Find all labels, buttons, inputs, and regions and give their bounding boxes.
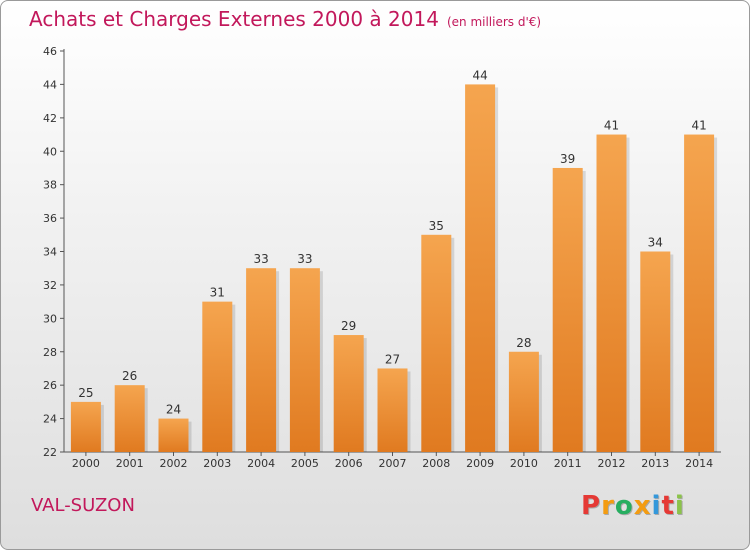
x-tick-label: 2005 [291, 457, 319, 470]
logo-letter: o [614, 491, 634, 521]
logo-letter: t [661, 491, 675, 521]
y-tick-label: 24 [43, 413, 57, 426]
y-tick-label: 42 [43, 112, 57, 125]
x-tick-label: 2004 [247, 457, 275, 470]
bar [158, 418, 189, 452]
bar [246, 268, 277, 452]
x-tick-label: 2007 [379, 457, 407, 470]
x-tick-label: 2002 [160, 457, 188, 470]
data-label: 33 [297, 252, 312, 266]
x-tick-label: 2008 [422, 457, 450, 470]
bar [70, 401, 101, 452]
bar [421, 234, 452, 452]
x-tick-label: 2000 [72, 457, 100, 470]
logo-letter: i [674, 491, 685, 521]
bar [289, 268, 320, 452]
y-tick-label: 40 [43, 145, 57, 158]
logo-letter: x [633, 491, 652, 521]
y-tick-label: 38 [43, 179, 57, 192]
data-label: 41 [604, 119, 619, 133]
bar [202, 301, 233, 452]
logo-letter: P [581, 491, 602, 521]
data-label: 29 [341, 319, 356, 333]
x-tick-label: 2013 [641, 457, 669, 470]
bar [114, 385, 145, 452]
y-tick-label: 30 [43, 312, 57, 325]
x-tick-label: 2001 [116, 457, 144, 470]
commune-name: VAL-SUZON [31, 495, 135, 516]
y-tick-label: 22 [43, 446, 57, 459]
data-label: 35 [429, 219, 444, 233]
chart-title: Achats et Charges Externes 2000 à 2014 (e… [29, 7, 541, 31]
bar [684, 134, 715, 452]
x-tick-label: 2011 [554, 457, 582, 470]
y-tick-label: 34 [43, 246, 57, 259]
data-label: 41 [691, 119, 706, 133]
data-label: 39 [560, 152, 575, 166]
x-tick-label: 2003 [203, 457, 231, 470]
bar [640, 251, 671, 452]
proxiti-logo: Proxiti [581, 491, 685, 521]
data-label: 24 [166, 403, 181, 417]
bar [377, 368, 408, 452]
bar [552, 167, 583, 453]
data-label: 27 [385, 352, 400, 366]
bar [596, 134, 627, 452]
x-tick-label: 2014 [685, 457, 713, 470]
y-tick-label: 46 [43, 45, 57, 58]
bar [508, 351, 539, 452]
x-tick-label: 2006 [335, 457, 363, 470]
data-label: 34 [648, 236, 663, 250]
data-label: 25 [78, 386, 93, 400]
x-tick-label: 2012 [598, 457, 626, 470]
bar [333, 335, 364, 452]
title-text: Achats et Charges Externes 2000 à 2014 [29, 7, 439, 31]
logo-letter: r [601, 491, 615, 521]
y-tick-label: 36 [43, 212, 57, 225]
x-tick-label: 2010 [510, 457, 538, 470]
y-tick-label: 44 [43, 78, 57, 91]
bar [465, 84, 496, 453]
data-label: 44 [472, 68, 487, 82]
data-label: 28 [516, 336, 531, 350]
y-tick-label: 32 [43, 279, 57, 292]
logo-letter: i [651, 491, 662, 521]
x-tick-label: 2009 [466, 457, 494, 470]
unit-label: (en milliers d'€) [446, 15, 542, 29]
y-tick-label: 26 [43, 379, 57, 392]
data-label: 31 [210, 286, 225, 300]
y-tick-label: 28 [43, 346, 57, 359]
data-label: 26 [122, 369, 137, 383]
data-label: 33 [253, 252, 268, 266]
